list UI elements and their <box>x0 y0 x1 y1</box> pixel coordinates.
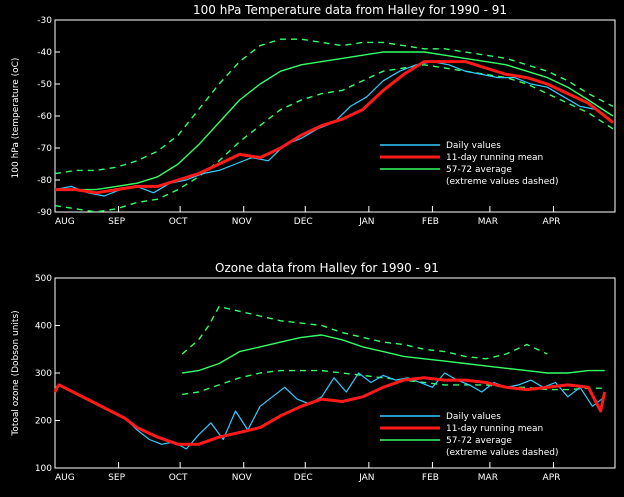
temperature-legend: Daily values 11-day running mean 57-72 ave… <box>380 141 558 187</box>
ozone-y-tick-label: 500 <box>35 274 52 284</box>
temperature-x-ticks: AUG SEP OCT NOV DEC JAN FEB MAR APR <box>54 206 561 227</box>
temperature-x-tick-label-oct: OCT <box>169 217 188 227</box>
ozone-x-tick-label-dec: DEC <box>294 473 313 483</box>
ozone-y-tick-label: 300 <box>35 369 52 379</box>
ozone-x-tick-label-nov: NOV <box>232 473 253 483</box>
temperature-x-tick-label-aug: AUG <box>55 217 75 227</box>
temperature-series-57-72-average <box>55 51 614 191</box>
temperature-y-ticks: -30 -40 -50 -60 -70 -80 -90 <box>37 16 60 218</box>
temperature-y-tick-label: -40 <box>37 48 52 58</box>
ozone-x-tick-label-oct: OCT <box>169 473 188 483</box>
ozone-x-tick-label-feb: FEB <box>422 473 439 483</box>
ozone-legend-entry-11-day-running-mean: 11-day running mean <box>446 424 543 434</box>
ozone-x-tick-label-aug: AUG <box>55 473 75 483</box>
temperature-x-tick-label-feb: FEB <box>422 217 439 227</box>
ozone-x-tick-label-apr: APR <box>543 473 561 483</box>
ozone-legend-entry-57-72-average: 57-72 average <box>446 436 512 446</box>
ozone-legend: Daily values 11-day running mean 57-72 ave… <box>380 412 558 458</box>
temperature-x-tick-label-apr: APR <box>543 217 561 227</box>
temperature-series-11-day-running-mean <box>55 60 614 195</box>
temperature-series <box>54 38 614 213</box>
temperature-legend-entry-57-72-average: 57-72 average <box>446 165 512 175</box>
temperature-legend-entry-11-day-running-mean: 11-day running mean <box>446 153 543 163</box>
temperature-x-tick-label-nov: NOV <box>232 217 253 227</box>
temperature-legend-entry-daily-values: Daily values <box>446 141 501 151</box>
ozone-y-tick-label: 400 <box>35 322 52 332</box>
ozone-x-tick-label-sep: SEP <box>108 473 125 483</box>
ozone-chart-title: Ozone data from Halley for 1990 - 91 <box>215 261 439 275</box>
ozone-series-57-72-average <box>182 334 605 374</box>
ozone-series <box>53 305 607 450</box>
temperature-panel: 100 hPa Temperature data from Halley for… <box>11 3 616 227</box>
ozone-y-tick-label: 200 <box>35 417 52 427</box>
temperature-x-tick-label-mar: MAR <box>478 217 498 227</box>
temperature-series-57-72-minimum <box>54 64 614 213</box>
temperature-y-tick-label: -70 <box>37 144 52 154</box>
ozone-y-tick-label: 100 <box>35 464 52 474</box>
ozone-panel: Ozone data from Halley for 1990 - 91 Tot… <box>11 261 616 483</box>
temperature-x-tick-label-jan: JAN <box>358 217 374 227</box>
ozone-series-daily-values <box>124 372 606 450</box>
ozone-x-ticks: AUG SEP OCT NOV DEC JAN FEB MAR APR <box>54 462 561 483</box>
temperature-x-tick-label-dec: DEC <box>294 217 313 227</box>
temperature-y-tick-label: -90 <box>37 208 52 218</box>
temperature-y-axis-label: 100 hPa (temperature (oC) <box>11 58 21 179</box>
temperature-y-tick-label: -30 <box>37 16 52 26</box>
ozone-x-tick-label-jan: JAN <box>358 473 374 483</box>
temperature-chart-title: 100 hPa Temperature data from Halley for… <box>193 3 507 17</box>
temperature-y-tick-label: -60 <box>37 112 52 122</box>
ozone-x-tick-label-mar: MAR <box>478 473 498 483</box>
temperature-y-tick-label: -50 <box>37 80 52 90</box>
ozone-series-11-day-running-mean <box>53 376 607 446</box>
ozone-y-axis-label: Totoal ozone (Dobson units) <box>11 310 21 436</box>
ozone-y-ticks: 500 400 300 200 100 <box>35 274 60 474</box>
temperature-legend-entry-extreme-values-dashed: (extreme values dashed) <box>446 177 558 187</box>
temperature-x-tick-label-sep: SEP <box>108 217 125 227</box>
temperature-y-tick-label: -80 <box>37 176 52 186</box>
ozone-legend-entry-extreme-values-dashed: (extreme values dashed) <box>446 448 558 458</box>
ozone-legend-entry-daily-values: Daily values <box>446 412 501 422</box>
